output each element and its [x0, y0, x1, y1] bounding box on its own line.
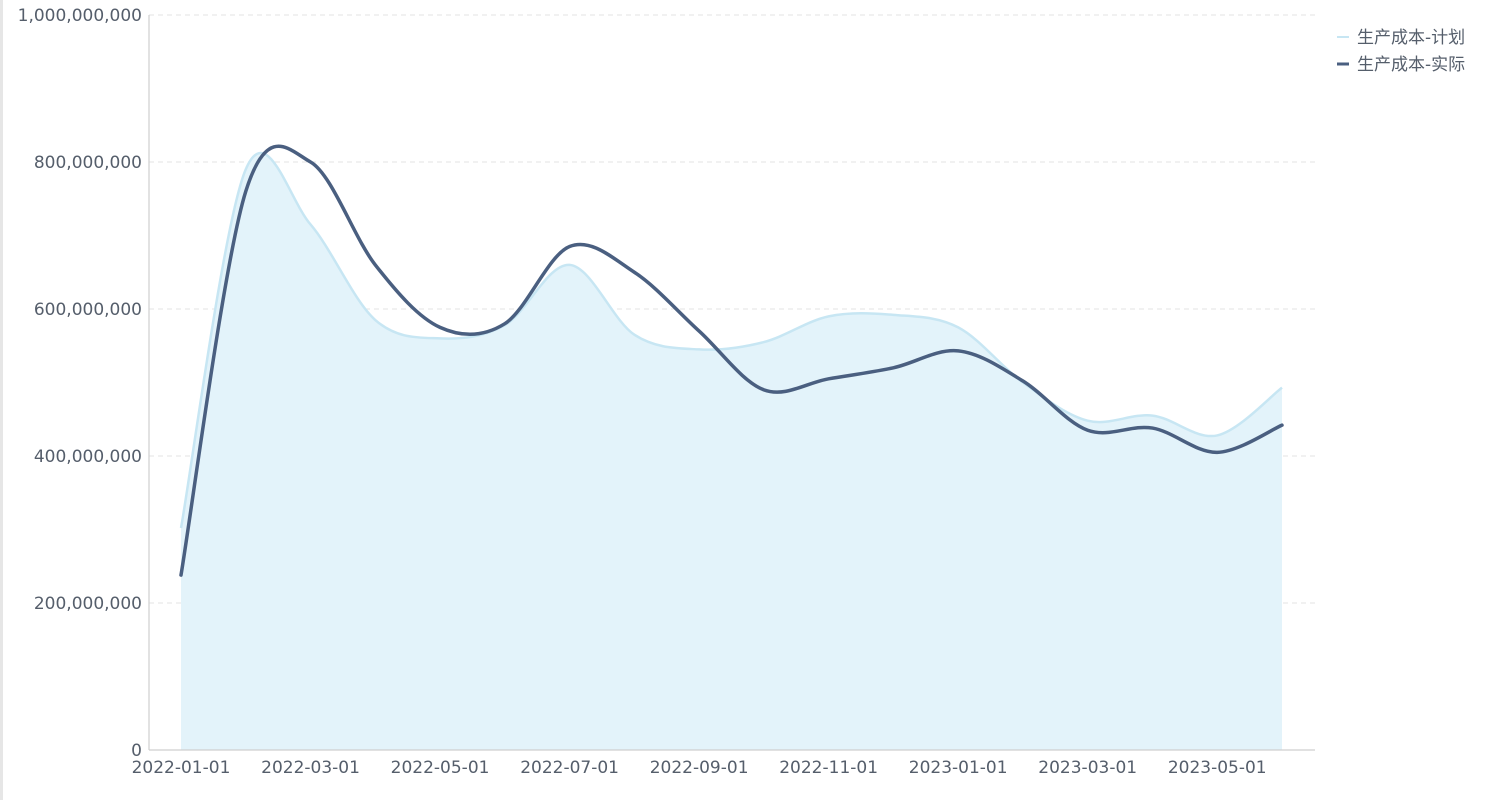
axes: 0 200,000,000 400,000,000 600,000,000 800,00…	[18, 6, 1315, 778]
x-tick-label: 2023-01-01	[909, 758, 1008, 778]
window-left-edge	[0, 0, 3, 800]
x-tick-label: 2022-01-01	[132, 758, 231, 778]
y-tick-label: 800,000,000	[34, 153, 142, 173]
y-tick-label: 0	[131, 741, 142, 761]
legend-label-plan: 生产成本-计划	[1357, 28, 1465, 48]
legend-label-actual: 生产成本-实际	[1357, 55, 1465, 75]
series-area-plan	[181, 152, 1282, 750]
x-tick-label: 2023-03-01	[1038, 758, 1137, 778]
x-tick-label: 2022-05-01	[391, 758, 490, 778]
y-tick-label: 1,000,000,000	[18, 6, 142, 26]
x-tick-label: 2022-11-01	[779, 758, 878, 778]
x-tick-label: 2022-09-01	[650, 758, 749, 778]
x-tick-label: 2022-07-01	[520, 758, 619, 778]
y-tick-label: 200,000,000	[34, 594, 142, 614]
series-layer	[179, 144, 1284, 750]
series-line-actual	[179, 144, 1284, 577]
y-tick-label: 400,000,000	[34, 447, 142, 467]
series-line-plan	[179, 151, 1283, 529]
x-tick-label: 2023-05-01	[1168, 758, 1267, 778]
x-tick-label: 2022-03-01	[261, 758, 360, 778]
y-tick-label: 600,000,000	[34, 300, 142, 320]
